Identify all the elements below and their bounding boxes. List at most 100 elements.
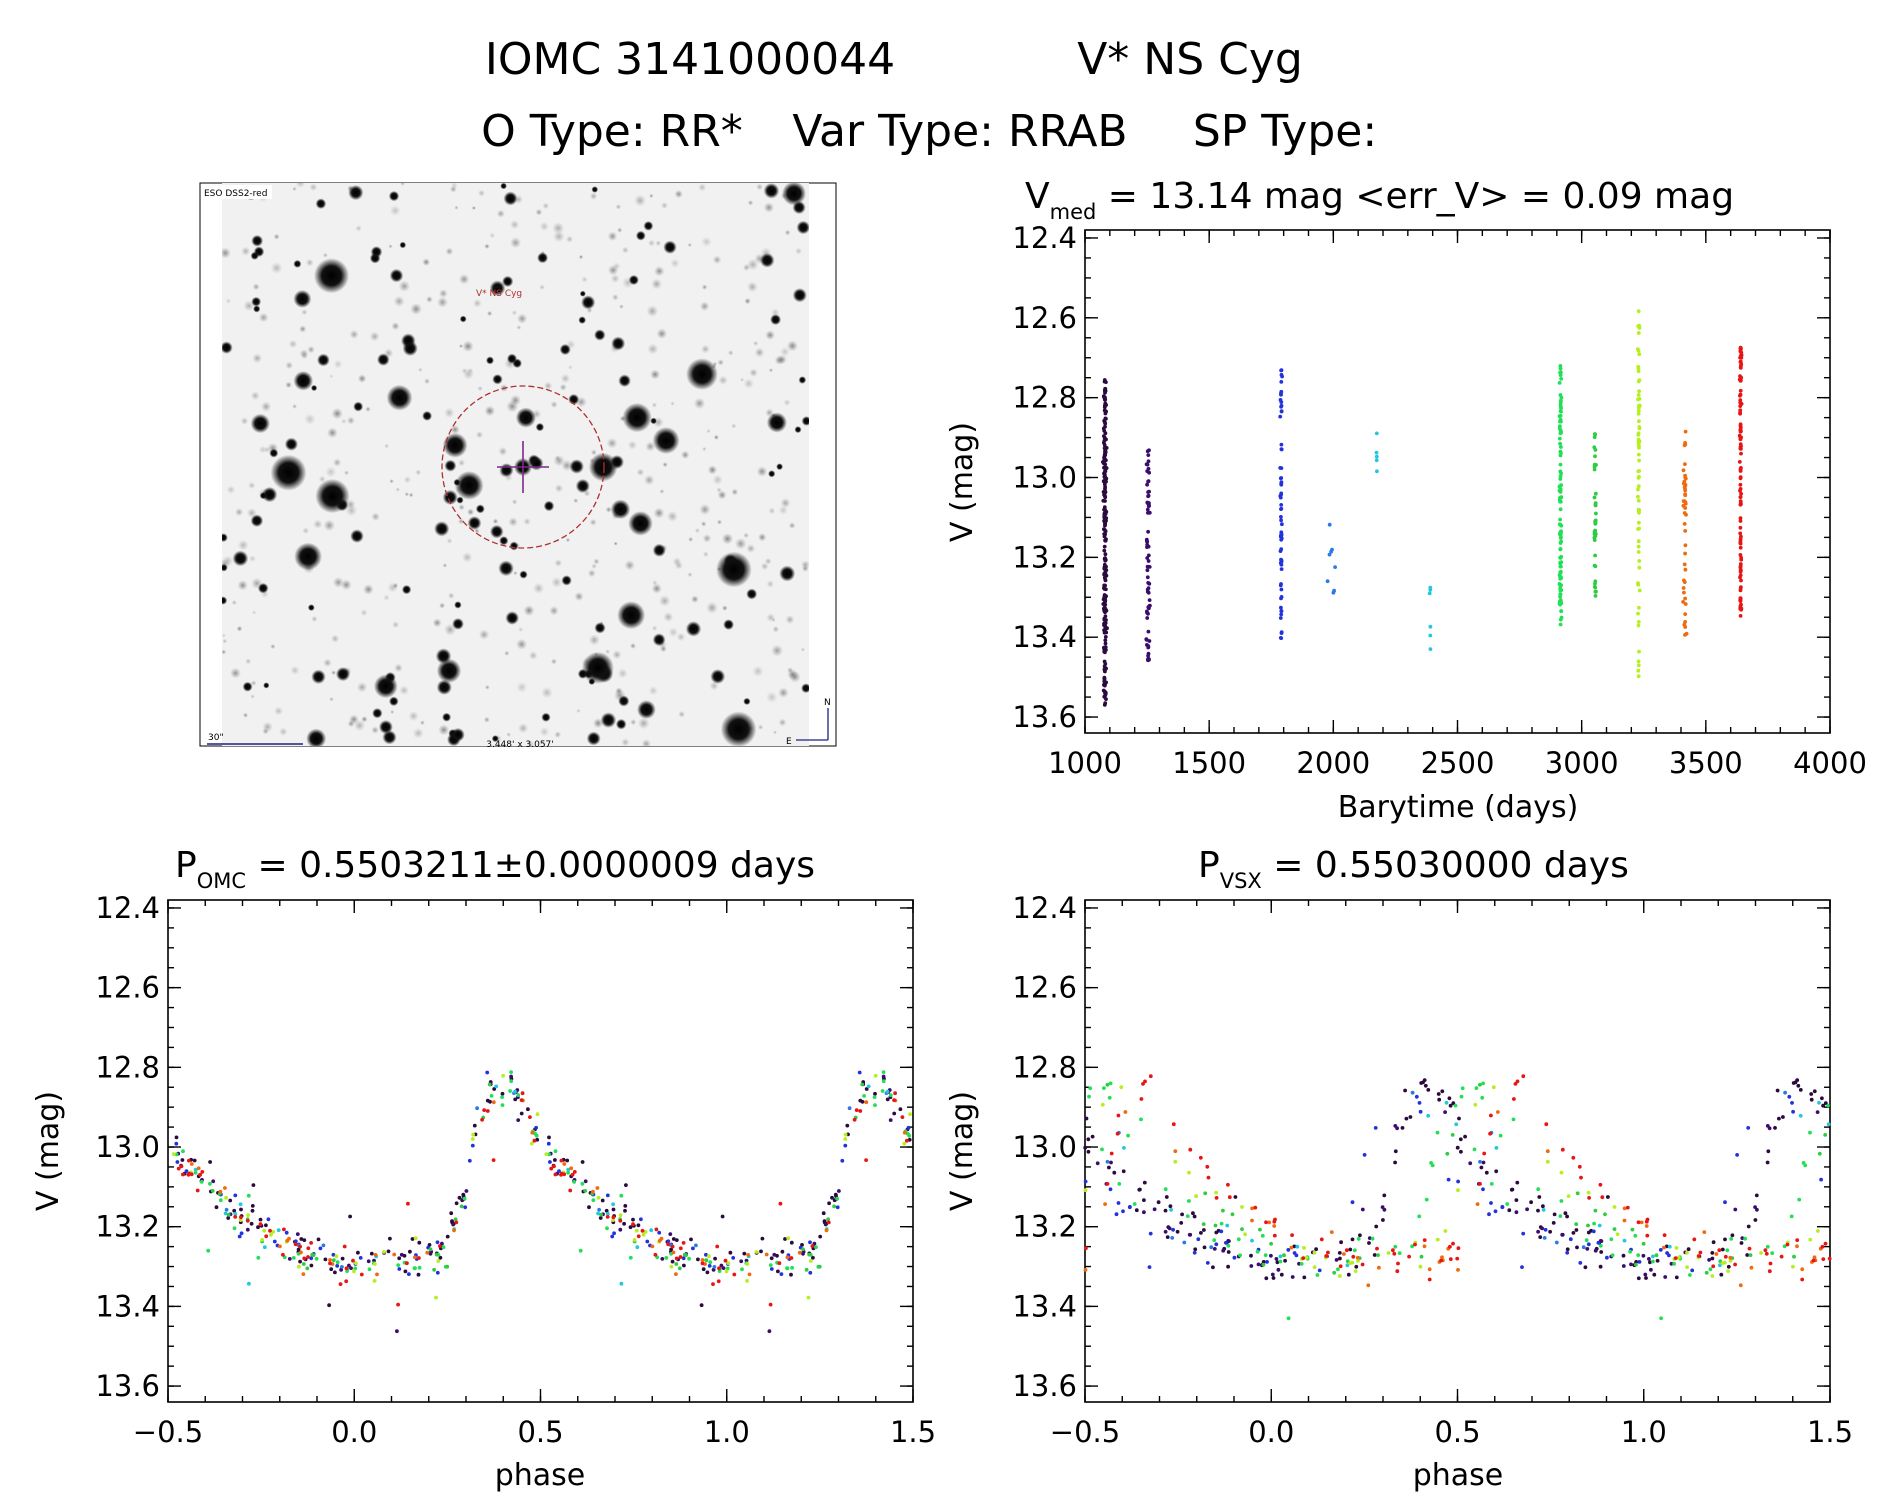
data-point	[1132, 1202, 1137, 1206]
data-point	[334, 1254, 339, 1258]
data-point	[754, 1250, 759, 1254]
data-point	[1489, 1113, 1493, 1118]
data-point	[1711, 1264, 1716, 1269]
data-point	[1710, 1251, 1715, 1255]
finder-faint-star	[617, 668, 628, 679]
finder-faint-star	[766, 580, 775, 588]
finder-faint-star	[222, 649, 227, 655]
data-point	[776, 1269, 780, 1274]
finder-star	[615, 718, 627, 730]
data-point	[1558, 532, 1563, 537]
finder-faint-star	[606, 437, 618, 449]
data-point	[302, 1238, 307, 1242]
finder-faint-star	[498, 446, 508, 456]
data-point	[650, 1244, 655, 1249]
finder-faint-star	[432, 618, 442, 628]
data-point	[704, 1258, 709, 1263]
data-point	[1686, 1247, 1691, 1252]
data-point	[1629, 1262, 1633, 1267]
finder-faint-star	[722, 605, 728, 611]
data-point	[553, 1149, 558, 1154]
data-point	[1592, 467, 1597, 472]
data-point	[1637, 458, 1641, 463]
data-point	[1730, 1233, 1735, 1238]
finder-star	[222, 533, 228, 542]
finder-faint-star	[450, 424, 460, 435]
data-point	[1768, 1261, 1773, 1266]
data-point	[694, 1243, 698, 1248]
data-point	[246, 1193, 251, 1198]
data-point	[857, 1070, 862, 1075]
finder-faint-star	[489, 232, 496, 239]
y-tick-label: 12.6	[95, 971, 160, 1005]
title-object-type: O Type: RR*	[481, 106, 743, 157]
data-point	[372, 1279, 377, 1283]
data-point	[1593, 1248, 1598, 1253]
data-point	[1737, 460, 1742, 464]
data-point	[1417, 1214, 1422, 1219]
data-point	[872, 1095, 877, 1099]
finder-faint-star	[721, 533, 734, 545]
data-point	[1255, 1249, 1260, 1254]
finder-faint-star	[285, 381, 292, 389]
data-point	[1645, 1233, 1650, 1238]
data-point	[210, 1189, 215, 1193]
data-point	[1103, 641, 1108, 646]
finder-star	[389, 696, 399, 707]
x-tick-label: 0.0	[1248, 1415, 1294, 1449]
data-point	[1454, 1122, 1459, 1127]
data-point	[451, 1222, 456, 1227]
data-point	[1102, 630, 1107, 635]
data-point	[1479, 1165, 1484, 1170]
data-point	[1104, 666, 1108, 671]
data-point	[1225, 1223, 1230, 1228]
finder-faint-star	[744, 297, 751, 305]
data-point	[1599, 1250, 1604, 1254]
data-point	[1187, 1199, 1191, 1203]
data-point	[1481, 1187, 1485, 1192]
data-point	[1105, 1182, 1110, 1186]
data-point	[1102, 601, 1107, 606]
finder-faint-star	[442, 563, 448, 568]
data-point	[1565, 1250, 1570, 1255]
data-point	[1500, 1205, 1505, 1210]
data-point	[1380, 1205, 1385, 1209]
data-point	[1583, 1265, 1588, 1270]
data-point	[382, 1250, 386, 1254]
data-point	[1103, 469, 1108, 474]
data-point	[640, 1228, 645, 1233]
data-point	[471, 1132, 475, 1137]
finder-star	[610, 499, 631, 520]
finder-star	[434, 521, 450, 537]
data-point	[1559, 615, 1564, 620]
data-point	[1696, 1254, 1701, 1258]
data-point	[591, 1189, 595, 1194]
finder-faint-star	[270, 643, 276, 650]
data-point	[1453, 1103, 1458, 1108]
data-point	[535, 1112, 540, 1117]
data-point	[306, 1255, 310, 1259]
data-point	[425, 1250, 430, 1255]
x-tick-label: 3000	[1545, 746, 1619, 780]
data-point	[1515, 1079, 1520, 1084]
finder-faint-star	[279, 727, 288, 736]
finder-star	[222, 341, 233, 354]
data-point	[171, 1152, 176, 1156]
finder-faint-star	[252, 353, 263, 364]
data-point	[1083, 1268, 1088, 1272]
data-point	[1086, 1137, 1091, 1142]
data-point	[331, 1252, 336, 1257]
finder-faint-star	[712, 255, 722, 265]
data-point	[189, 1162, 194, 1166]
data-point	[1651, 1259, 1655, 1264]
data-point	[639, 1217, 643, 1222]
data-point	[1126, 1133, 1130, 1138]
title-star-id: IOMC 3141000044	[485, 34, 895, 85]
data-point	[245, 1218, 250, 1223]
data-point	[488, 1099, 492, 1104]
data-point	[1295, 1244, 1300, 1249]
data-point	[1560, 1232, 1565, 1237]
finder-star	[537, 252, 549, 264]
finder-star	[315, 198, 327, 209]
finder-star	[270, 454, 307, 491]
